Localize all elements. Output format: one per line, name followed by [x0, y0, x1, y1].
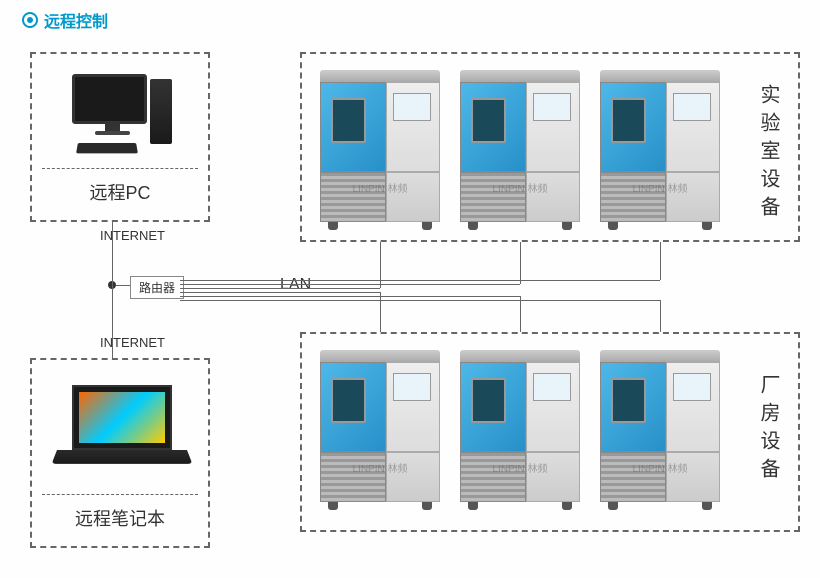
- remote-laptop-box: 远程笔记本: [30, 358, 210, 548]
- remote-laptop-label: 远程笔记本: [42, 494, 198, 531]
- remote-pc-label: 远程PC: [42, 168, 198, 205]
- watermark: LINPIN 林频: [352, 460, 407, 475]
- chamber-icon: LINPIN 林频: [320, 70, 440, 230]
- connector-line: [660, 300, 661, 332]
- connector-line: [380, 292, 381, 332]
- desktop-pc-icon: [72, 74, 172, 154]
- watermark: LINPIN 林频: [632, 460, 687, 475]
- connector-line: [180, 300, 660, 301]
- header-title: 远程控制: [44, 8, 108, 32]
- connector-line: [520, 296, 521, 332]
- lab-equipment-label: 实验室设备: [754, 84, 783, 224]
- chamber-icon: LINPIN 林频: [600, 70, 720, 230]
- header: 远程控制: [22, 8, 108, 32]
- connector-line: [180, 280, 660, 281]
- internet-label-2: INTERNET: [100, 335, 165, 350]
- connector-line: [112, 285, 113, 358]
- laptop-icon: [57, 385, 187, 475]
- watermark: LINPIN 林频: [492, 460, 547, 475]
- connector-line: [520, 242, 521, 284]
- chamber-icon: LINPIN 林频: [460, 70, 580, 230]
- chamber-icon: LINPIN 林频: [320, 350, 440, 510]
- connector-line: [660, 242, 661, 280]
- connector-line: [180, 284, 520, 285]
- target-icon: [22, 12, 38, 28]
- connector-line: [180, 288, 380, 289]
- connector-line: [112, 222, 113, 285]
- connector-line: [180, 296, 520, 297]
- router-label: 路由器: [130, 276, 184, 299]
- factory-equipment-label: 厂房设备: [754, 374, 783, 486]
- internet-label-1: INTERNET: [100, 228, 165, 243]
- connector-line: [180, 292, 380, 293]
- connector-line: [380, 242, 381, 288]
- watermark: LINPIN 林频: [632, 180, 687, 195]
- watermark: LINPIN 林频: [352, 180, 407, 195]
- connector-line: [116, 285, 130, 286]
- watermark: LINPIN 林频: [492, 180, 547, 195]
- remote-pc-box: 远程PC: [30, 52, 210, 222]
- chamber-icon: LINPIN 林频: [460, 350, 580, 510]
- chamber-icon: LINPIN 林频: [600, 350, 720, 510]
